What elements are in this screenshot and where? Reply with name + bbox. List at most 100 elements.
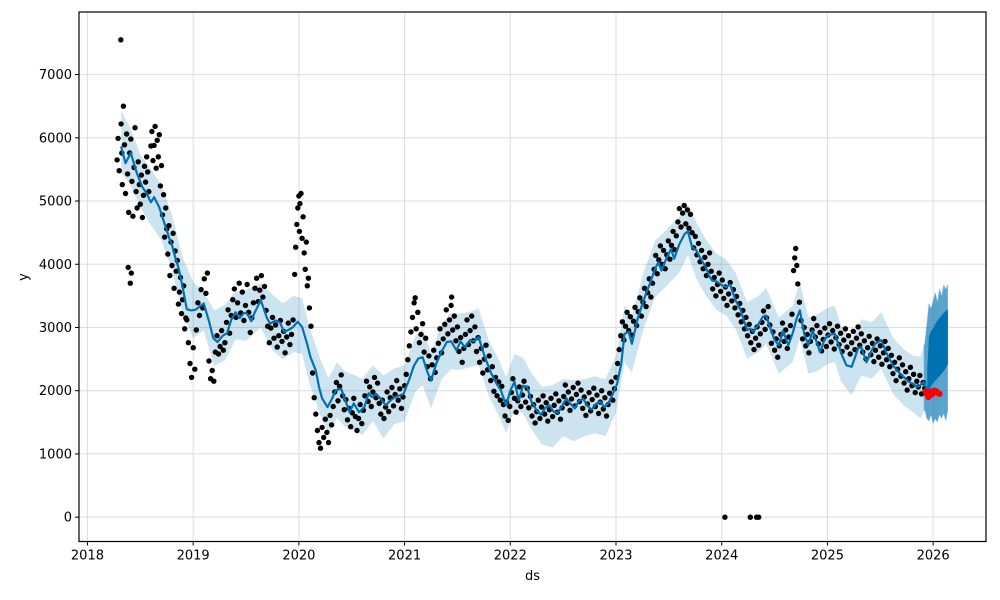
actual-point [771,347,778,353]
actual-point [354,427,360,434]
actual-point [910,371,917,377]
actual-point [713,293,719,299]
y-tick-label: 3000 [39,321,72,336]
actual-point [491,388,497,394]
actual-point [668,242,675,248]
actual-point [175,301,182,307]
y-tick-label: 2000 [39,384,72,399]
actual-point [822,325,828,331]
actual-point [675,219,681,225]
actual-point [314,427,321,434]
actual-point [537,415,543,422]
actual-point [721,295,727,302]
actual-point [247,329,253,336]
actual-point [296,228,303,235]
actual-point [203,290,209,296]
actual-point [344,417,351,423]
actual-point [459,359,465,365]
actual-point [578,387,584,393]
actual-point [431,347,437,353]
actual-point [568,396,575,402]
actual-point [603,413,610,419]
actual-point [698,247,705,254]
actual-point [705,261,711,267]
actual-point [700,266,706,272]
actual-point [333,379,340,386]
actual-point [279,338,285,345]
actual-point [355,415,362,422]
actual-point [831,346,837,352]
actual-point [586,389,592,396]
actual-point [437,326,443,332]
actual-point [545,418,551,424]
actual-point [751,346,757,353]
actual-point [643,303,649,310]
actual-point [850,328,856,334]
actual-point [272,322,279,328]
x-tick-label: 2026 [917,549,950,564]
actual-point [549,413,556,420]
actual-point [722,514,728,520]
actual-point [220,347,226,353]
actual-point [719,277,725,283]
actual-point [367,384,373,390]
actual-point [768,340,775,346]
actual-point [570,384,576,391]
actual-point [126,209,132,216]
actual-point [689,230,695,236]
actual-point [725,291,732,297]
actual-point [811,315,817,322]
actual-point [217,343,223,350]
actual-point [901,380,907,386]
actual-point [618,333,624,339]
actual-point [359,420,365,427]
actual-point [729,298,735,304]
actual-point [830,327,836,334]
actual-point [374,380,381,386]
actual-point [231,286,238,292]
actual-point [464,317,470,323]
actual-point [790,267,797,274]
actual-point [866,333,872,339]
actual-point [184,317,190,323]
actual-point [667,256,673,262]
actual-point [467,327,473,334]
actual-point [743,314,749,321]
actual-point [195,300,201,306]
actual-point [335,398,341,404]
x-tick-label: 2023 [599,549,632,564]
actual-point [406,343,412,349]
forecast-line [120,146,930,416]
y-tick-label: 5000 [39,195,72,210]
actual-point [370,389,376,395]
actual-point [321,434,327,441]
actual-point [119,181,126,188]
actual-point [322,416,328,422]
actual-point [230,297,236,303]
actual-point [893,377,899,384]
actual-point [580,405,586,412]
actual-point [118,37,124,43]
actual-point [888,352,895,358]
actual-point [844,344,850,350]
actual-point [847,351,853,357]
actual-point [405,357,411,363]
actual-point [133,188,139,195]
actual-point [779,320,786,326]
actual-point [521,378,527,384]
actual-point [269,314,276,321]
actual-point [746,321,752,327]
actual-point [149,128,155,135]
actual-point [879,361,885,367]
actual-point [418,331,424,338]
actual-point [121,142,128,148]
actual-point [837,330,844,336]
actual-point [872,347,879,353]
actual-point [381,415,387,422]
actual-point [440,336,446,342]
actual-point [214,333,220,339]
actual-point [653,252,659,259]
actual-point [301,250,307,256]
actual-point [198,286,204,293]
actual-point [656,257,662,263]
